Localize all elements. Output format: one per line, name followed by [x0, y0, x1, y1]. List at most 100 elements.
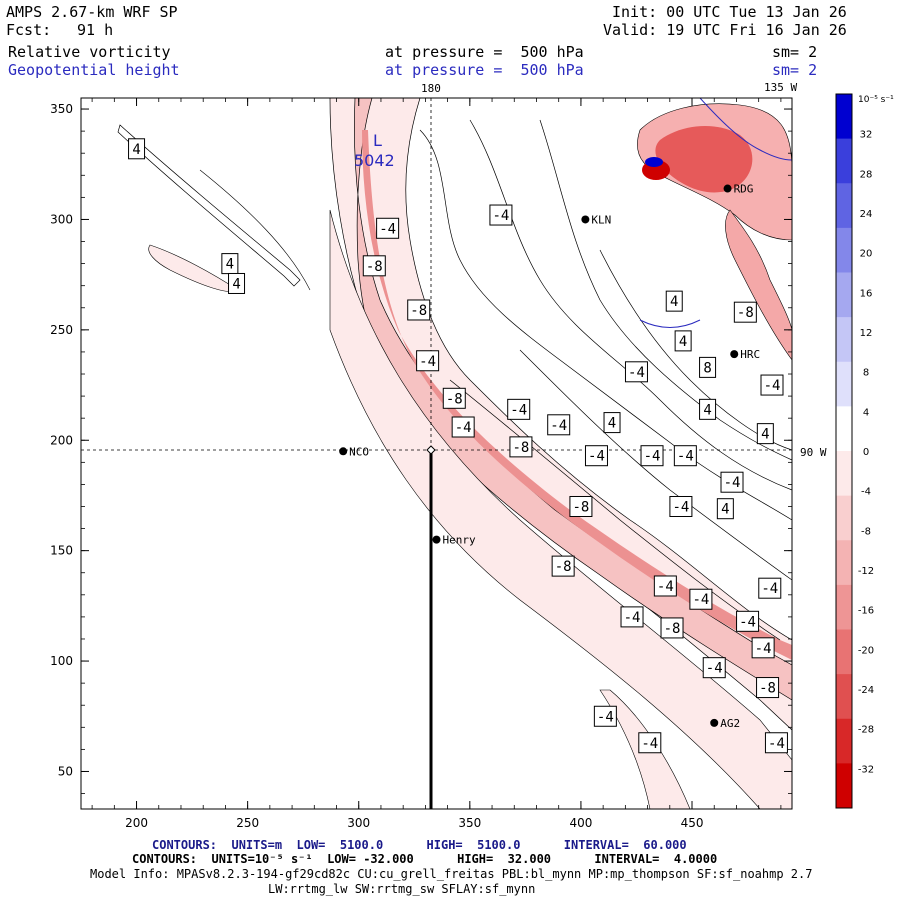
colorbar-tick-label: 4: [863, 407, 869, 418]
contour-label: 4: [232, 276, 240, 292]
contour-label: -8: [366, 259, 383, 275]
colorbar-segment: [836, 629, 852, 675]
contour-label: -8: [410, 303, 427, 319]
contour-label: 4: [703, 402, 711, 418]
contour-label: -4: [657, 579, 674, 595]
contour-label-box: [362, 255, 386, 277]
contour-label-box: [653, 575, 677, 597]
vorticity-band-mid: [354, 98, 792, 701]
contour-label-box: [689, 588, 713, 610]
grid-label-180: 180: [421, 82, 441, 95]
contour-label-box: [128, 138, 146, 160]
contour-wave-4: [449, 379, 781, 641]
low-pressure-symbol: L: [373, 131, 382, 150]
colorbar-tick-label: -16: [858, 606, 874, 617]
grid-label-90w: 90 W: [800, 446, 827, 459]
contour-label-box: [416, 350, 440, 372]
contour-label: -8: [513, 440, 530, 456]
low-pressure-value: 5042: [354, 151, 395, 170]
x-tick-label: 250: [236, 816, 259, 830]
colorbar-segment: [836, 451, 852, 497]
contour-label-box: [603, 412, 621, 434]
contour-label: -4: [739, 614, 756, 630]
smoothing-2: sm= 2: [772, 61, 818, 79]
footer-model-info: Model Info: MPASv8.2.3-194-gf29cd82c CU:…: [90, 867, 813, 881]
contour-label: -4: [755, 641, 772, 657]
contour-label-box: [640, 445, 664, 467]
contour-label: 8: [703, 360, 711, 376]
contour-label: -4: [692, 592, 709, 608]
y-tick-label: 50: [58, 764, 73, 778]
colorbar-tick-label: 20: [860, 249, 873, 260]
contour-label-box: [584, 445, 608, 467]
contour-label: -4: [510, 402, 527, 418]
station-marker: [723, 184, 732, 193]
contour-label-box: [593, 705, 617, 727]
station-marker: [432, 535, 441, 544]
colorbar-tick-label: -4: [861, 487, 871, 498]
contour-filament-1: [117, 124, 301, 287]
colorbar-tick-label: -24: [858, 685, 874, 696]
colorbar-tick-label: -8: [861, 526, 871, 537]
contour-labels: 4 4 4 -4 -8 -8 -4 -8 -4 -4 -4 -8 -4 -4 4 -4 -4 -4 4 4 -8 8 -4 4…: [128, 138, 788, 754]
contour-label-box: [764, 732, 788, 754]
station-marker: [581, 215, 590, 224]
colorbar-tick-label: -12: [858, 566, 874, 577]
contour-filament-2: [199, 169, 311, 291]
model-title: AMPS 2.67-km WRF SP: [6, 3, 178, 21]
x-tick-label: 300: [347, 816, 370, 830]
contour-label-box: [551, 555, 575, 577]
contour-label-box: [489, 204, 513, 226]
init-time: Init: 00 UTC Tue 13 Jan 26: [612, 3, 847, 21]
grid-label-135w: 135 W: [764, 81, 797, 94]
colorbar-segment: [836, 361, 852, 407]
colorbar-tick-label: 12: [860, 328, 873, 339]
x-tick-label: 450: [681, 816, 704, 830]
valid-time: Valid: 19 UTC Fri 16 Jan 26: [603, 21, 847, 39]
contour-label: -4: [550, 418, 567, 434]
contour-label: -4: [493, 208, 510, 224]
geopotential-contour: [699, 98, 792, 161]
contour-label-box: [407, 299, 431, 321]
station-marker: [710, 718, 719, 727]
x-tick-label: 400: [569, 816, 592, 830]
colorbar-tick-label: 0: [863, 447, 869, 458]
x-tick-label: 350: [458, 816, 481, 830]
colorbar-segment: [836, 406, 852, 452]
smoothing-1: sm= 2: [772, 43, 818, 61]
station-label: Henry: [443, 534, 476, 547]
contour-label: -4: [724, 475, 741, 491]
contour-label-box: [376, 217, 400, 239]
map-area: [81, 98, 792, 809]
contour-label-box: [674, 330, 692, 352]
contour-label: -4: [672, 499, 689, 515]
station-marker: [730, 350, 739, 359]
colorbar-segment: [836, 763, 852, 809]
y-tick-label: 300: [50, 212, 73, 226]
contour-label: -4: [628, 365, 645, 381]
contour-label: 4: [670, 294, 678, 310]
contour-label-box: [228, 272, 246, 294]
contour-wave-3: [539, 119, 792, 461]
contour-label-box: [699, 356, 717, 378]
contour-label: 4: [608, 416, 616, 432]
contour-label: -8: [446, 391, 463, 407]
map-frame: [80, 97, 793, 810]
contour-label-box: [451, 416, 475, 438]
vorticity-max-blue: [645, 157, 663, 167]
colorbar-tick-label: 32: [860, 130, 873, 141]
contour-label-box: [638, 732, 662, 754]
colorbar-segment: [836, 272, 852, 318]
contour-label: 4: [226, 257, 234, 273]
colorbar-tick-label: 24: [860, 209, 873, 220]
contour-label-box: [665, 290, 683, 312]
station-label: AG2: [720, 717, 740, 730]
contour-label-box: [442, 387, 466, 409]
colorbar-segment: [836, 584, 852, 630]
colorbar-segment: [836, 94, 852, 140]
contour-label: -8: [737, 305, 754, 321]
contour-label: -4: [641, 736, 658, 752]
contour-label-box: [760, 374, 784, 396]
pole-marker: [426, 445, 436, 455]
vorticity-ne-arm: [725, 209, 792, 361]
